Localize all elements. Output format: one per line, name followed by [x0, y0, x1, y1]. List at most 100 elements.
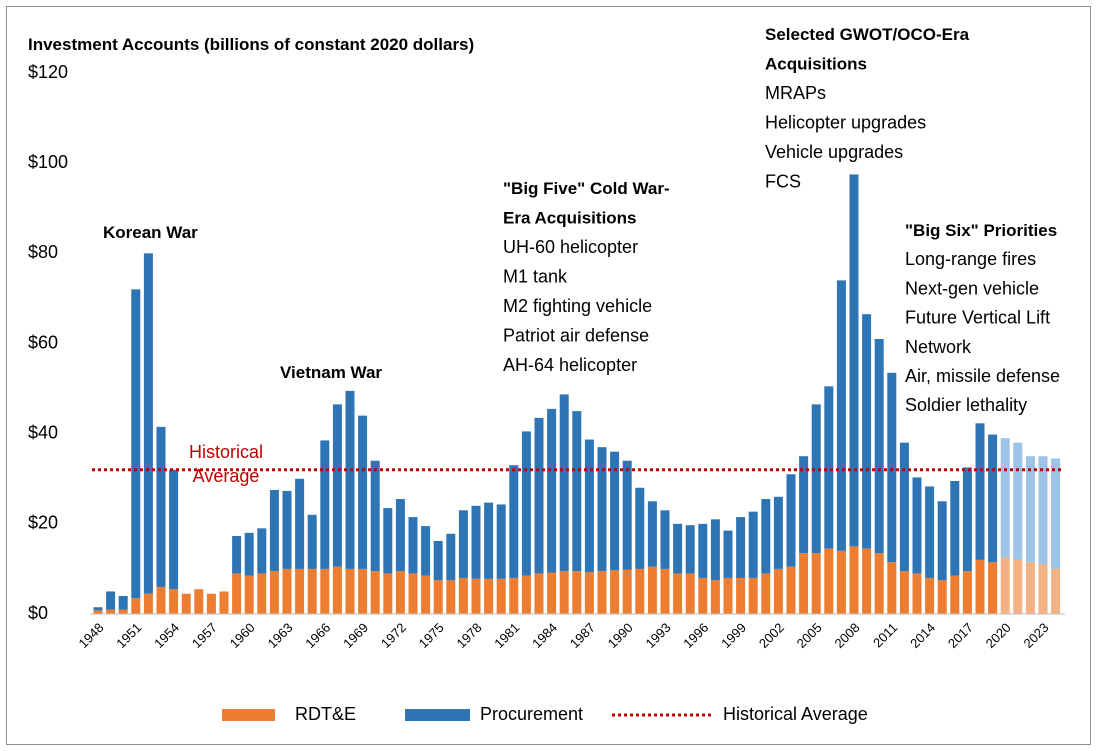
annotation-item: Vehicle upgrades [765, 142, 903, 162]
bar-segment [710, 519, 720, 581]
bar-segment [244, 575, 254, 614]
bar-segment [169, 589, 179, 614]
bar-segment [962, 571, 972, 614]
bar-segment [143, 593, 153, 614]
annotation-item: MRAPs [765, 83, 826, 103]
bar-segment [307, 514, 317, 569]
bar-segment [836, 280, 846, 551]
bar-segment [547, 408, 557, 573]
bar-segment [698, 577, 708, 614]
reference-label: Historical [189, 442, 263, 462]
annotation-item: FCS [765, 172, 801, 192]
bar-segment [1000, 438, 1010, 558]
bar-segment [358, 568, 368, 614]
y-tick-label: $60 [28, 332, 58, 352]
bar-segment [773, 496, 783, 569]
bar-segment [421, 575, 431, 614]
bar-segment [383, 508, 393, 574]
bar-segment [471, 578, 481, 614]
bar-segment [358, 415, 368, 569]
chart-frame [6, 6, 1091, 745]
bar-segment [408, 573, 418, 614]
bar-segment [862, 314, 872, 549]
bar-segment [408, 517, 418, 574]
bar-segment [761, 573, 771, 614]
y-tick-label: $40 [28, 422, 58, 442]
annotation-item: Patriot air defense [503, 326, 649, 346]
bar-segment [547, 572, 557, 614]
bar-segment [458, 510, 468, 578]
bar-segment [988, 562, 998, 614]
y-tick-label: $100 [28, 152, 68, 172]
bar-segment [962, 467, 972, 572]
bar-segment [773, 568, 783, 614]
bar-segment [509, 577, 519, 614]
bar-segment [925, 486, 935, 578]
y-tick-label: $80 [28, 242, 58, 262]
bar-segment [269, 490, 279, 572]
bar-segment [572, 411, 582, 572]
bar-segment [874, 553, 884, 614]
annotation-title: Korean War [103, 223, 198, 242]
bar-segment [295, 478, 305, 569]
annotation-item: Helicopter upgrades [765, 113, 926, 133]
bar-segment [232, 573, 242, 614]
bar-segment [1025, 456, 1035, 563]
annotation-item: UH-60 helicopter [503, 237, 638, 257]
bar-segment [899, 442, 909, 572]
bar-segment [597, 447, 607, 572]
bar-segment [874, 338, 884, 554]
bar-segment [824, 386, 834, 549]
bar-segment [206, 593, 216, 614]
bar-segment [673, 573, 683, 614]
bar-segment [736, 577, 746, 614]
bar-segment [622, 460, 632, 570]
bar-segment [988, 434, 998, 563]
annotation-item: Soldier lethality [905, 395, 1027, 415]
bar-segment [622, 569, 632, 614]
y-tick-label: $0 [28, 603, 48, 623]
bar-segment [925, 577, 935, 614]
legend-label: Historical Average [723, 704, 868, 724]
bar-segment [421, 526, 431, 576]
bar-segment [93, 610, 103, 614]
bar-segment [584, 439, 594, 573]
bar-segment [446, 533, 456, 581]
bar-segment [433, 580, 443, 614]
bar-segment [534, 573, 544, 614]
bar-segment [710, 580, 720, 614]
bar-segment [685, 573, 695, 614]
bar-segment [1038, 564, 1048, 614]
legend-swatch [405, 709, 470, 721]
bar-segment [496, 578, 506, 614]
bar-segment [232, 536, 242, 574]
bar-segment [106, 591, 116, 610]
bar-segment [194, 589, 204, 614]
bar-segment [723, 530, 733, 578]
bar-segment [559, 394, 569, 572]
bar-segment [496, 504, 506, 579]
reference-label: Average [193, 466, 260, 486]
bar-segment [937, 580, 947, 614]
bar-segment [383, 573, 393, 614]
legend-label: Procurement [480, 704, 583, 724]
annotation-title: "Big Six" Priorities [905, 221, 1057, 240]
bar-segment [786, 474, 796, 567]
bar-segment [295, 568, 305, 614]
bar-segment [395, 571, 405, 614]
annotation-item: Future Vertical Lift [905, 308, 1050, 328]
bar-segment [1051, 458, 1061, 569]
bar-segment [484, 502, 494, 579]
annotation-item: Air, missile defense [905, 366, 1060, 386]
bar-segment [257, 573, 267, 614]
annotation-title: Acquisitions [765, 55, 867, 74]
bar-segment [534, 417, 544, 574]
bar-segment [799, 553, 809, 614]
bar-segment [610, 570, 620, 614]
bar-segment [610, 451, 620, 571]
bar-segment [1000, 557, 1010, 614]
bar-segment [849, 546, 859, 614]
bar-segment [169, 469, 179, 590]
bar-segment [471, 505, 481, 579]
